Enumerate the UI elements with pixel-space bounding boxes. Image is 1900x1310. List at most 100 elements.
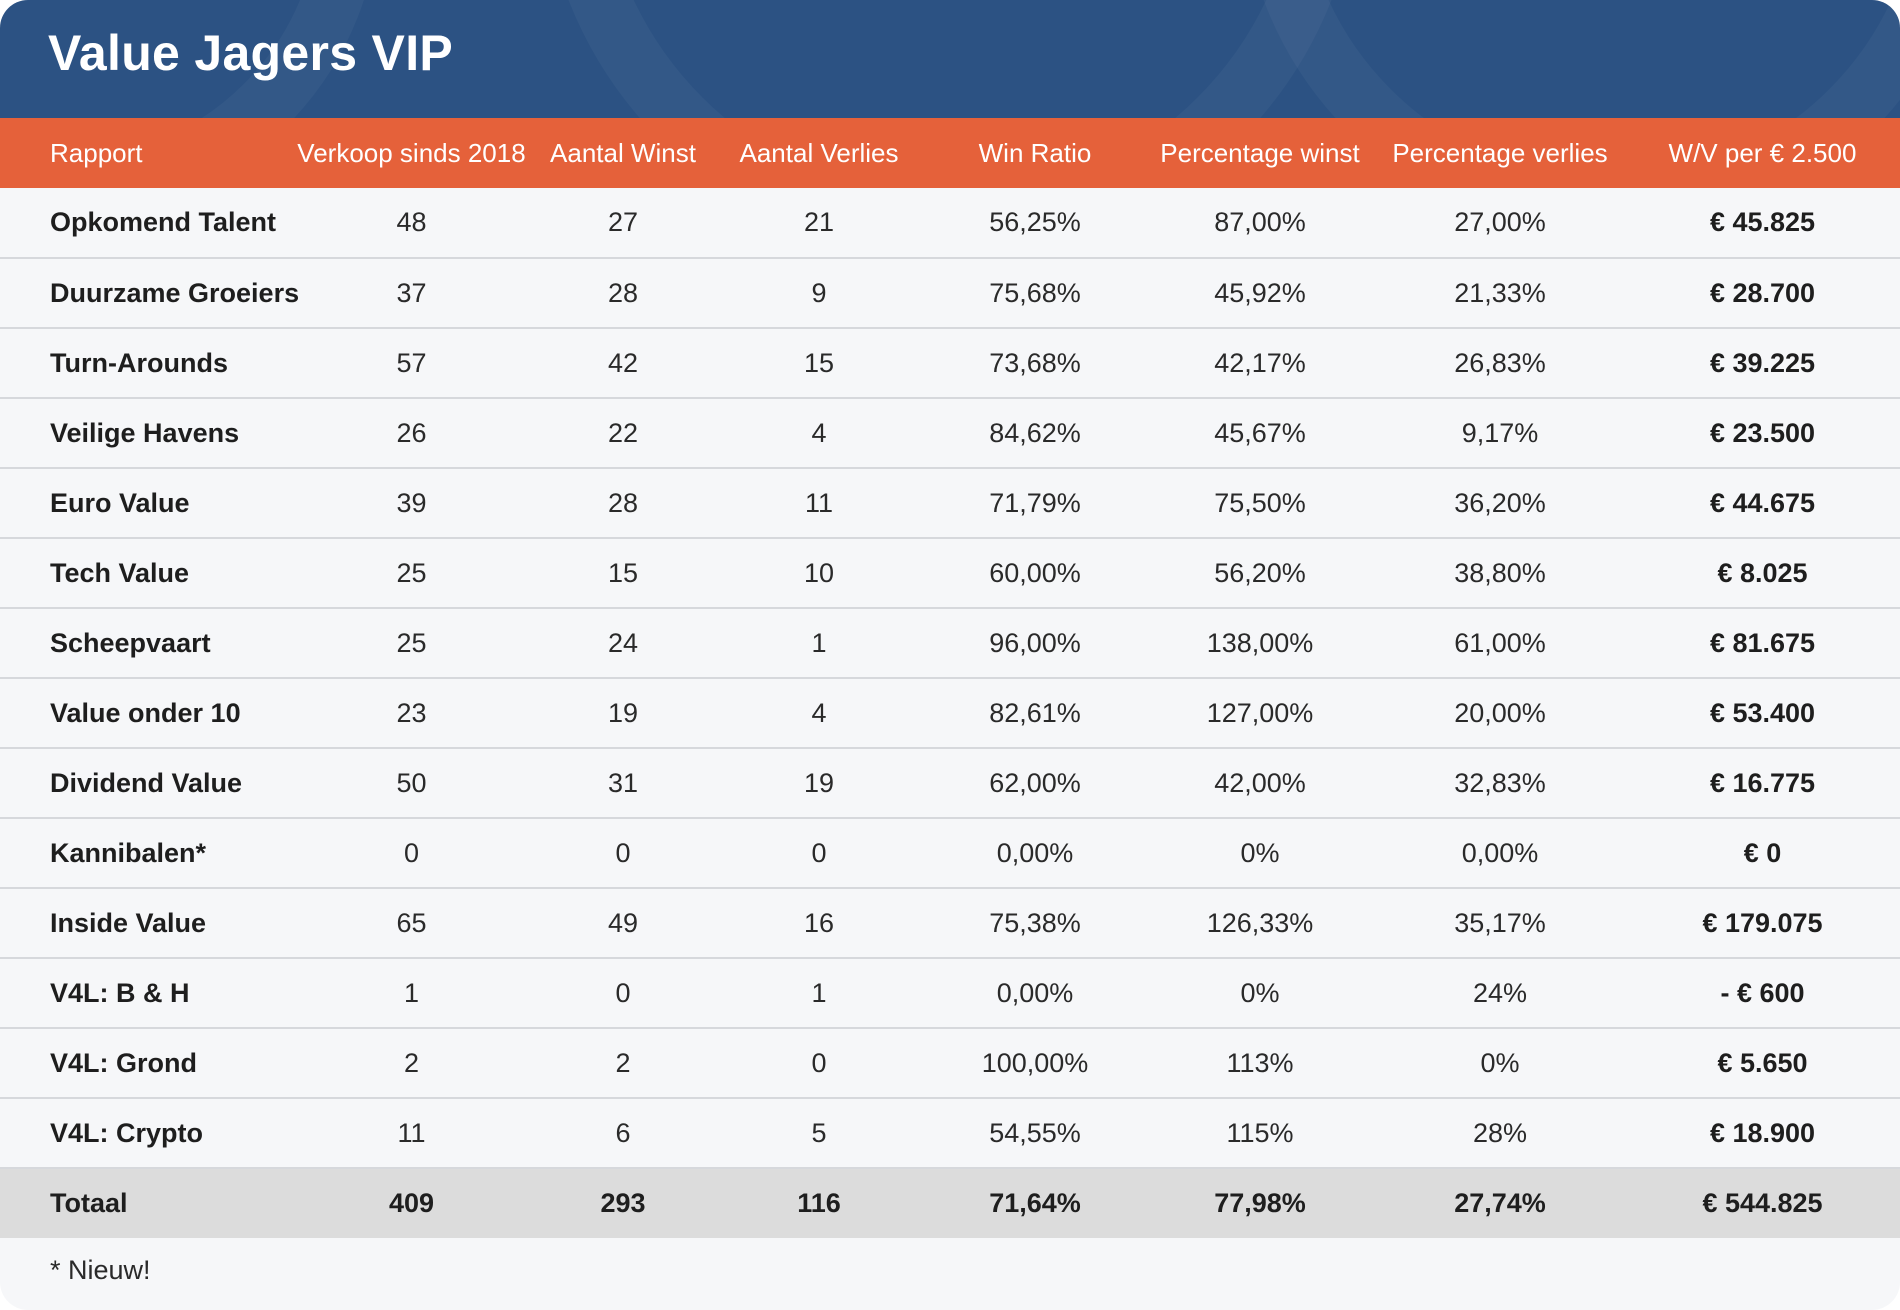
table-cell: 36,20% [1454, 487, 1546, 518]
table-cell: 42,17% [1214, 347, 1306, 378]
results-table: Rapport Verkoop sinds 2018 Aantal Winst … [0, 118, 1900, 1238]
wv-amount: € 44.675 [1709, 487, 1816, 518]
table-cell: 28 [607, 277, 639, 308]
table-cell: 26 [396, 417, 427, 448]
table-cell: 61,00% [1454, 627, 1546, 658]
table-cell: 48 [396, 207, 427, 237]
table-cell: 113% [1226, 1047, 1294, 1078]
table-cell: 24% [1472, 977, 1528, 1008]
table-cell: 82,61% [989, 697, 1081, 728]
wv-amount: € 8.025 [1717, 557, 1808, 588]
table-row: Kannibalen* 0 0 0 0,00% 0% 0,00% € 0 [0, 818, 1900, 888]
table-cell: 27,74% [1454, 1188, 1546, 1218]
table-cell: 60,00% [989, 557, 1081, 588]
table-row: Turn-Arounds 57 42 15 73,68% 42,17% 26,83% € 39… [0, 328, 1900, 398]
table-cell: 126,33% [1206, 907, 1314, 938]
table-cell: 100,00% [981, 1047, 1089, 1078]
table-cell: 54,55% [989, 1117, 1081, 1148]
rapport-name: V4L: Crypto [50, 1117, 204, 1148]
table-cell: 35,17% [1454, 907, 1546, 938]
table-cell: 0 [615, 977, 631, 1008]
table-cell: 21,33% [1454, 277, 1546, 308]
table-cell: 28 [607, 487, 639, 518]
table-cell: 0,00% [996, 837, 1074, 868]
table-cell: 71,79% [989, 487, 1081, 518]
table-cell: 9,17% [1461, 417, 1539, 448]
table-cell: 32,83% [1454, 767, 1546, 798]
table-row: V4L: Grond 2 2 0 100,00% 113% 0% € 5.650 [0, 1028, 1900, 1098]
table-cell: 19 [803, 767, 835, 798]
table-cell: 20,00% [1454, 697, 1546, 728]
table-cell: 1 [403, 977, 420, 1008]
table-cell: 4 [811, 417, 827, 448]
rapport-name: Value onder 10 [50, 697, 241, 728]
table-cell: 31 [607, 767, 639, 798]
table-cell: 26,83% [1454, 347, 1546, 378]
table-cell: 5 [811, 1117, 827, 1148]
column-header: Win Ratio [978, 137, 1092, 168]
total-row: Totaal 409 293 116 71,64% 77,98% 27,74% … [0, 1168, 1900, 1238]
column-header: Verkoop sinds 2018 [297, 137, 526, 168]
wv-amount: € 179.075 [1702, 907, 1823, 938]
rapport-name: Dividend Value [50, 767, 243, 798]
wv-amount: € 39.225 [1709, 347, 1816, 378]
table-cell: 45,92% [1214, 277, 1306, 308]
table-row: Value onder 10 23 19 4 82,61% 127,00% 20,00% € … [0, 678, 1900, 748]
table-cell: 409 [388, 1188, 435, 1218]
table-cell: 62,00% [989, 767, 1081, 798]
rapport-name: Kannibalen* [50, 837, 207, 868]
table-cell: 2 [403, 1047, 420, 1078]
table-row: Dividend Value 50 31 19 62,00% 42,00% 32,83% € … [0, 748, 1900, 818]
table-cell: 0% [1240, 977, 1280, 1008]
table-cell: 0% [1240, 837, 1280, 868]
column-header-row: Rapport Verkoop sinds 2018 Aantal Winst … [0, 118, 1900, 188]
rapport-name: V4L: B & H [50, 977, 190, 1008]
table-cell: 0,00% [1461, 837, 1539, 868]
table-row: Euro Value 39 28 11 71,79% 75,50% 36,20% € 44.6… [0, 468, 1900, 538]
table-row: V4L: Crypto 11 6 5 54,55% 115% 28% € 18.900 [0, 1098, 1900, 1168]
table-cell: 24 [607, 627, 639, 658]
wv-amount: - € 600 [1720, 977, 1805, 1008]
table-cell: 22 [607, 417, 639, 448]
column-header: Aantal Verlies [739, 137, 899, 168]
table-cell: 45,67% [1214, 417, 1306, 448]
table-cell: 50 [396, 767, 427, 798]
wv-amount: € 28.700 [1709, 277, 1816, 308]
table-cell: 9 [811, 277, 827, 308]
table-cell: 77,98% [1214, 1188, 1306, 1218]
table-cell: 0 [811, 837, 827, 868]
table-cell: 25 [396, 627, 427, 658]
table-cell: 138,00% [1206, 627, 1314, 658]
table-cell: 28% [1472, 1117, 1528, 1148]
wv-amount: € 45.825 [1709, 207, 1816, 237]
table-cell: 116 [797, 1188, 841, 1218]
table-cell: 15 [803, 347, 835, 378]
table-cell: 115% [1226, 1117, 1294, 1148]
table-cell: 27,00% [1454, 207, 1546, 237]
table-cell: 65 [396, 907, 427, 938]
table-cell: 38,80% [1454, 557, 1546, 588]
rapport-name: Duurzame Groeiers [50, 277, 300, 308]
table-cell: 27 [607, 207, 639, 237]
table-cell: 10 [803, 557, 835, 588]
table-cell: 23 [396, 697, 427, 728]
total-label: Totaal [50, 1188, 128, 1218]
wv-amount: € 16.775 [1709, 767, 1816, 798]
table-cell: 84,62% [989, 417, 1081, 448]
table-cell: 49 [607, 907, 639, 938]
table-row: Inside Value 65 49 16 75,38% 126,33% 35,17% € 1… [0, 888, 1900, 958]
rapport-name: Veilige Havens [50, 417, 240, 448]
table-cell: 56,25% [989, 207, 1081, 237]
table-cell: € 544.825 [1702, 1188, 1823, 1218]
wv-amount: € 0 [1743, 837, 1782, 868]
wv-amount: € 53.400 [1709, 697, 1816, 728]
table-cell: 15 [607, 557, 639, 588]
column-header: Percentage winst [1160, 137, 1360, 168]
rapport-name: Euro Value [50, 487, 190, 518]
table-cell: 19 [607, 697, 639, 728]
rapport-name: Inside Value [50, 907, 207, 938]
table-cell: 56,20% [1214, 557, 1306, 588]
table-cell: 6 [615, 1117, 631, 1148]
wv-amount: € 23.500 [1709, 417, 1816, 448]
